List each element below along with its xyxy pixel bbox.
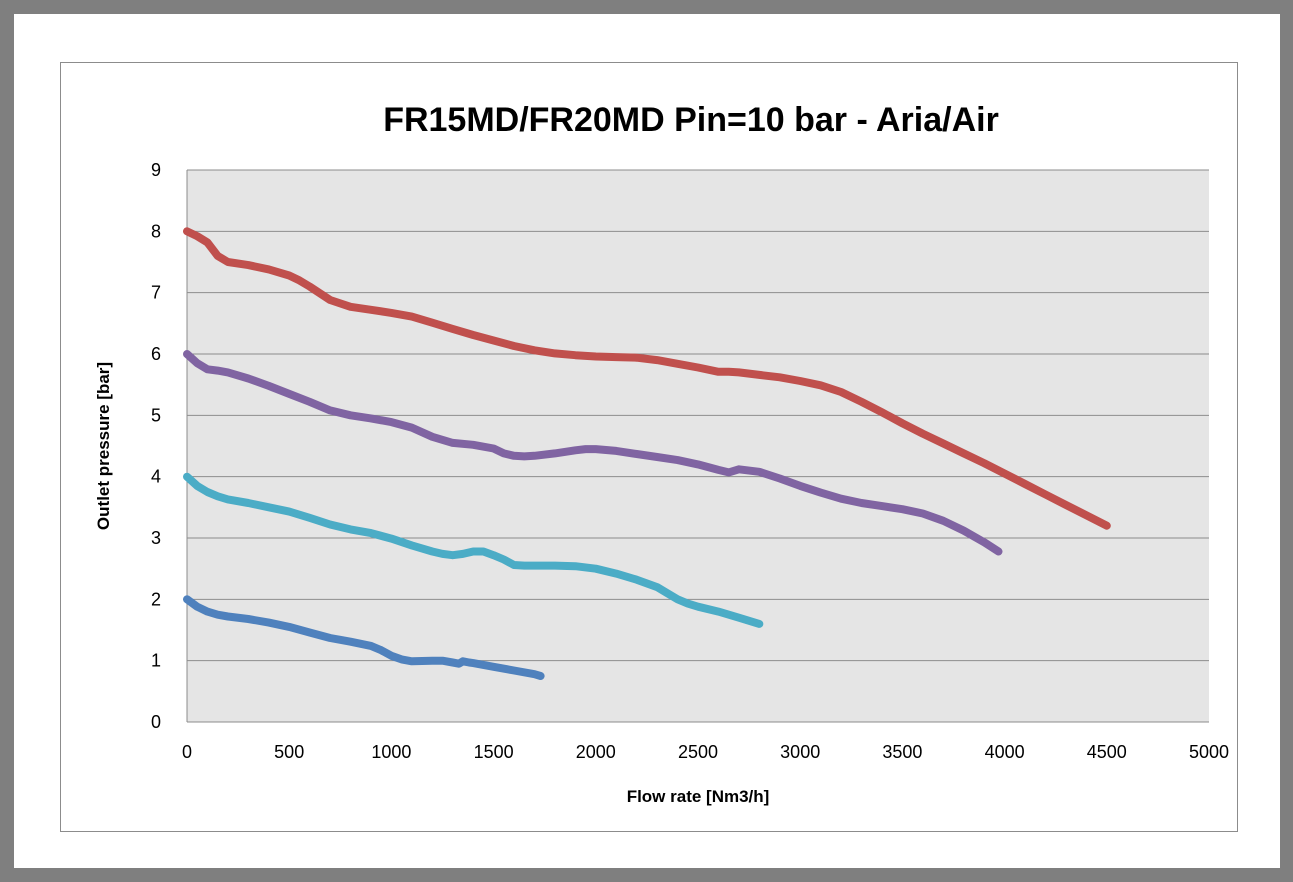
y-axis-title: Outlet pressure [bar] [94,362,113,530]
x-tick-label: 3500 [882,742,922,762]
y-tick-label: 5 [151,405,161,425]
chart-area: FR15MD/FR20MD Pin=10 bar - Aria/Air 0 500… [60,62,1238,832]
y-tick-label: 4 [151,467,161,487]
x-tick-label: 500 [274,742,304,762]
chart-title: FR15MD/FR20MD Pin=10 bar - Aria/Air [383,101,999,139]
series-line-1 [183,227,1111,530]
plot-area [187,170,1209,722]
y-tick-label: 0 [151,712,161,732]
x-tick-label: 2000 [576,742,616,762]
x-tick-label: 3000 [780,742,820,762]
y-tick-label: 7 [151,283,161,303]
y-tick-label: 6 [151,344,161,364]
y-tick-label: 3 [151,528,161,548]
y-tick-label: 1 [151,651,161,671]
x-axis-title: Flow rate [Nm3/h] [627,787,770,806]
x-axis-tick-labels: 0 500 1000 1500 2000 2500 3000 3500 4000 4500 5000 [182,742,1229,762]
line-chart: FR15MD/FR20MD Pin=10 bar - Aria/Air 0 500… [94,101,1229,806]
x-tick-label: 5000 [1189,742,1229,762]
x-tick-label: 2500 [678,742,718,762]
y-axis-tick-labels: 0 1 2 3 4 5 6 7 8 9 [151,160,161,732]
x-tick-label: 0 [182,742,192,762]
series-line-2 [183,350,1003,556]
y-tick-label: 9 [151,160,161,180]
x-tick-label: 1500 [474,742,514,762]
series-line-4 [183,595,545,680]
x-tick-label: 4000 [985,742,1025,762]
x-tick-label: 1000 [371,742,411,762]
gridlines [186,169,1209,723]
x-tick-label: 4500 [1087,742,1127,762]
y-tick-label: 2 [151,589,161,609]
y-tick-label: 8 [151,221,161,241]
series-line-3 [183,472,764,628]
data-series [183,227,1111,680]
chart-page: FR15MD/FR20MD Pin=10 bar - Aria/Air 0 500… [14,14,1280,868]
